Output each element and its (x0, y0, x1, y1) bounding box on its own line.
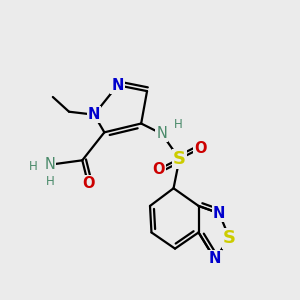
Text: H: H (28, 160, 37, 173)
Text: H: H (46, 175, 54, 188)
Text: S: S (223, 229, 236, 247)
Text: S: S (173, 150, 186, 168)
Text: O: O (194, 141, 206, 156)
Text: O: O (153, 162, 165, 177)
Text: O: O (82, 176, 94, 191)
Text: N: N (111, 78, 124, 93)
Text: N: N (156, 126, 167, 141)
Text: N: N (208, 251, 221, 266)
Text: N: N (44, 157, 55, 172)
Text: H: H (174, 118, 182, 131)
Text: N: N (88, 107, 100, 122)
Text: N: N (213, 206, 225, 221)
